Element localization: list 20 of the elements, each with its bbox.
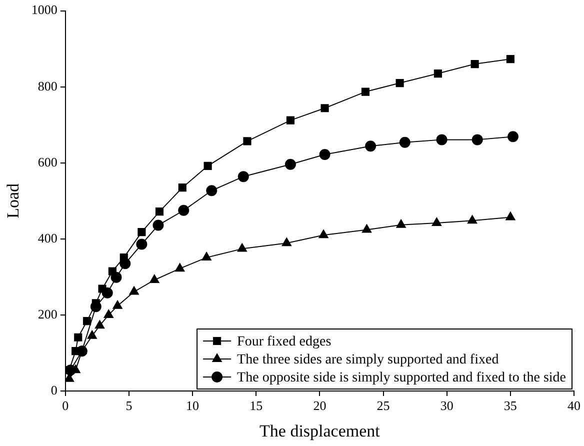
legend-label: The three sides are simply supported and fixed xyxy=(237,352,499,368)
legend-label: The opposite side is simply supported and fixed to the side xyxy=(237,370,566,386)
x-tick-label: 20 xyxy=(313,398,326,414)
x-tick-label: 15 xyxy=(250,398,263,414)
y-axis-title: Load xyxy=(4,182,23,218)
y-tick-label: 800 xyxy=(38,78,58,94)
legend-label: Four fixed edges xyxy=(237,334,332,350)
y-tick-label: 600 xyxy=(38,154,58,170)
x-tick-label: 35 xyxy=(504,398,517,414)
x-axis-title: The displacement xyxy=(260,421,380,440)
y-tick-label: 400 xyxy=(38,230,58,246)
y-tick-label: 0 xyxy=(50,382,58,398)
x-tick-label: 30 xyxy=(440,398,454,414)
y-tick-label: 1000 xyxy=(31,2,58,18)
x-tick-label: 0 xyxy=(62,398,69,414)
x-tick-label: 5 xyxy=(126,398,132,414)
x-tick-label: 40 xyxy=(568,398,580,414)
x-tick-label: 10 xyxy=(186,398,200,414)
x-tick-label: 25 xyxy=(376,398,390,414)
y-tick-label: 200 xyxy=(38,306,58,322)
